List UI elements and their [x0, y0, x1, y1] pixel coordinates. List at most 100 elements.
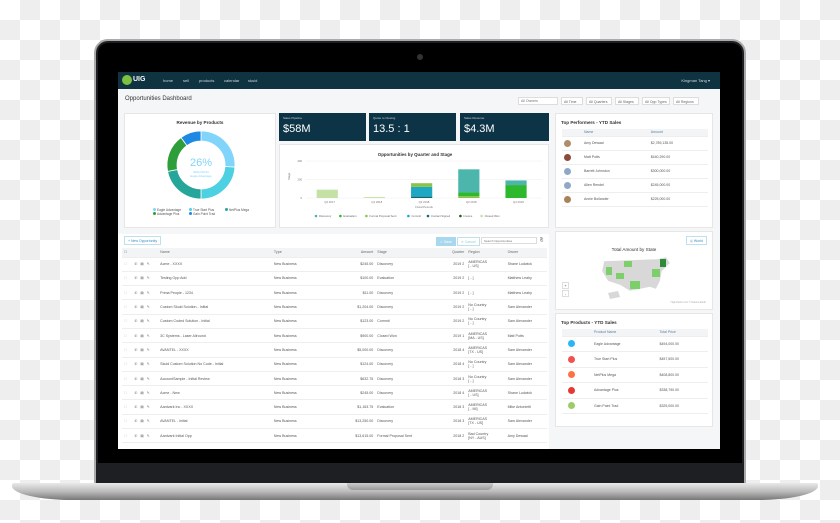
product-row[interactable]: Eagle Advantage $494,000.00	[562, 336, 708, 352]
cell-name[interactable]: Custom Coded Solution - Initial	[158, 314, 272, 329]
table-row[interactable]: ☐ ✆ ▤ ✎ Aardvark Inc - XXXX New Business $1,16…	[122, 399, 547, 415]
row-checkbox[interactable]: ☐	[122, 342, 133, 358]
opp-type-filter[interactable]: All Opp Types	[642, 97, 670, 105]
cell-name[interactable]: AccountSample - Initial Review	[158, 371, 272, 387]
cell-name[interactable]: Aardvark Inc - XXXX	[158, 399, 272, 415]
product-row[interactable]: Advantage Plus $338,790.00	[562, 382, 708, 399]
edit-icon[interactable]: ✎	[146, 305, 150, 310]
details-icon[interactable]: ▤	[140, 333, 144, 338]
edit-icon[interactable]: ✎	[146, 405, 150, 410]
details-icon[interactable]: ▤	[140, 305, 144, 310]
col-header-type[interactable]: Type	[271, 248, 353, 258]
phone-icon[interactable]: ✆	[134, 390, 138, 395]
col-header-amount[interactable]: Amount	[352, 248, 376, 258]
legend-item[interactable]: True Start Plus	[189, 208, 225, 212]
nav-products[interactable]: products	[199, 78, 215, 83]
bar-evaluation[interactable]	[505, 185, 527, 198]
time-filter[interactable]: All Time	[561, 97, 583, 105]
row-checkbox[interactable]: ☐	[122, 414, 133, 430]
details-icon[interactable]: ▤	[140, 290, 144, 295]
table-row[interactable]: ☐ ✆ ▤ ✎ 3C Systems - Laser Allround New Busin…	[122, 328, 547, 344]
table-row[interactable]: ☐ ✆ ▤ ✎ Acme - New New Business $245.00 Discove…	[122, 385, 547, 401]
table-row[interactable]: ☐ ✆ ▤ ✎ AccountSample - Initial Review New Bu…	[122, 371, 547, 387]
product-row[interactable]: True Start Plus $457,500.00	[562, 351, 708, 368]
edit-icon[interactable]: ✎	[146, 290, 150, 295]
phone-icon[interactable]: ✆	[134, 305, 138, 310]
bar-closed-won[interactable]	[363, 197, 386, 198]
performer-row[interactable]: Allen Rendel $245,000.00	[562, 178, 708, 193]
stage-filter[interactable]: All Stages	[615, 97, 639, 105]
phone-icon[interactable]: ✆	[134, 347, 138, 352]
nav-sell[interactable]: sell	[183, 78, 190, 83]
owner-filter-input[interactable]	[518, 97, 558, 105]
phone-icon[interactable]: ✆	[134, 319, 138, 324]
phone-icon[interactable]: ✆	[134, 433, 138, 438]
edit-icon[interactable]: ✎	[146, 276, 150, 281]
legend-label[interactable]: Commit	[411, 214, 421, 218]
table-row[interactable]: ☐ ✆ ▤ ✎ Custom Skuid Solution - Initial New B…	[122, 299, 547, 315]
table-row[interactable]: ☐ ✆ ▤ ✎ AVANTEL - Initial New Business $13,250…	[122, 414, 547, 430]
edit-icon[interactable]: ✎	[146, 433, 150, 438]
legend-item[interactable]: Gain Point Trad	[189, 212, 225, 216]
donut-slice-4[interactable]	[180, 130, 202, 147]
save-button[interactable]: ✓ Save	[436, 237, 456, 246]
bar-discovery[interactable]	[505, 180, 527, 186]
details-icon[interactable]: ▤	[140, 347, 144, 352]
edit-icon[interactable]: ✎	[146, 390, 150, 395]
legend-label[interactable]: Formal Proposal Sent	[369, 214, 396, 218]
legend-label[interactable]: Discovery	[319, 214, 332, 218]
cancel-button[interactable]: ✕ Cancel	[457, 237, 480, 246]
zoom-out-button[interactable]: -	[562, 290, 569, 297]
cell-name[interactable]: Skuid Custom Solution No Code - Initial	[158, 357, 272, 372]
phone-icon[interactable]: ✆	[134, 276, 138, 281]
col-header-name[interactable]: Name	[158, 248, 272, 258]
bar-formal-proposal-sent[interactable]	[411, 183, 433, 187]
phone-icon[interactable]: ✆	[134, 333, 138, 338]
details-icon[interactable]: ▤	[140, 262, 144, 267]
cell-name[interactable]: AVANTEL - XXXX	[158, 342, 272, 358]
cell-name[interactable]: Custom Skuid Solution - Initial	[158, 299, 272, 315]
phone-icon[interactable]: ✆	[134, 405, 138, 410]
select-all-checkbox[interactable]: ☐	[122, 248, 133, 258]
bar-evaluation[interactable]	[458, 192, 480, 197]
performer-row[interactable]: Annie Bollander $225,000.00	[562, 192, 708, 207]
edit-icon[interactable]: ✎	[146, 376, 150, 381]
product-row[interactable]: NetPlus Mega $408,800.00	[562, 367, 708, 383]
product-row[interactable]: Gain Point Trad $325,000.00	[562, 398, 708, 414]
row-checkbox[interactable]: ☐	[122, 271, 133, 287]
edit-icon[interactable]: ✎	[146, 347, 150, 352]
region-filter[interactable]: All Regions	[673, 97, 699, 105]
details-icon[interactable]: ▤	[140, 405, 144, 410]
table-row[interactable]: ☐ ✆ ▤ ✎ Aardvark Initial Opp New Business $13,…	[122, 428, 547, 444]
row-checkbox[interactable]: ☐	[122, 314, 133, 329]
map-credit[interactable]: Highcharts.com © Natural Earth	[670, 301, 706, 304]
legend-label[interactable]: Closed Won	[485, 214, 501, 218]
edit-icon[interactable]: ✎	[146, 419, 150, 424]
cell-name[interactable]: Aardvark Initial Opp	[158, 428, 272, 444]
nav-home[interactable]: home	[163, 78, 174, 83]
performer-row[interactable]: Barrett Johnston $300,000.00	[562, 164, 708, 179]
quarter-filter[interactable]: All Quarters	[586, 97, 612, 105]
table-row[interactable]: ☐ ✆ ▤ ✎ Custom Coded Solution - Initial New B…	[122, 314, 547, 329]
table-row[interactable]: ☐ ✆ ▤ ✎ Acme - XXXX New Business $245.00 Discov…	[122, 257, 547, 272]
details-icon[interactable]: ▤	[140, 390, 144, 395]
phone-icon[interactable]: ✆	[134, 362, 138, 367]
cell-name[interactable]: 3C Systems - Laser Allround	[158, 328, 272, 344]
zoom-in-button[interactable]: +	[562, 282, 569, 289]
legend-label[interactable]: Evaluation	[343, 214, 357, 218]
legend-item[interactable]: Eagle Advantage	[153, 208, 189, 212]
performer-row[interactable]: Matt Potts $440,290.00	[562, 150, 708, 165]
edit-icon[interactable]: ✎	[146, 362, 150, 367]
row-checkbox[interactable]: ☐	[122, 285, 133, 301]
phone-icon[interactable]: ✆	[134, 376, 138, 381]
details-icon[interactable]: ▤	[140, 362, 144, 367]
details-icon[interactable]: ▤	[140, 376, 144, 381]
phone-icon[interactable]: ✆	[134, 262, 138, 267]
col-header-quarter[interactable]: Quarter	[447, 248, 467, 258]
edit-icon[interactable]: ✎	[146, 333, 150, 338]
col-header-owner[interactable]: Owner	[505, 248, 547, 258]
nav-calendar[interactable]: calendar	[224, 78, 240, 83]
table-row[interactable]: ☐ ✆ ▤ ✎ Prima People - 1234 New Business $11.0…	[122, 285, 547, 301]
table-row[interactable]: ☐ ✆ ▤ ✎ AVANTEL - XXXX New Business $5,000.00 D…	[122, 342, 547, 358]
table-row[interactable]: ☐ ✆ ▤ ✎ Skuid Custom Solution No Code - Init…	[122, 357, 547, 372]
